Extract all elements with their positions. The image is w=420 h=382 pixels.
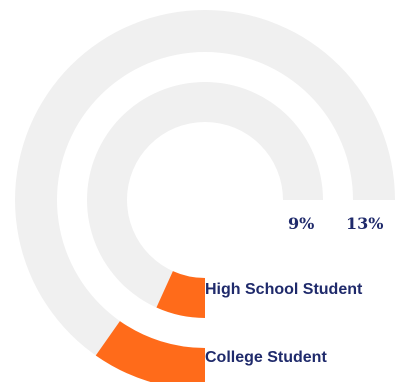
college-student-percent-label: 13% — [346, 214, 383, 233]
bar-high-school-student — [156, 271, 205, 318]
track-college-student — [15, 10, 395, 382]
rings — [15, 10, 395, 382]
high-school-student-category-label: High School Student — [205, 281, 363, 298]
college-student-category-label: College Student — [205, 349, 327, 366]
track-high-school-student — [87, 82, 323, 318]
bar-college-student — [95, 321, 205, 382]
high-school-student-percent-label: 9% — [288, 214, 314, 233]
